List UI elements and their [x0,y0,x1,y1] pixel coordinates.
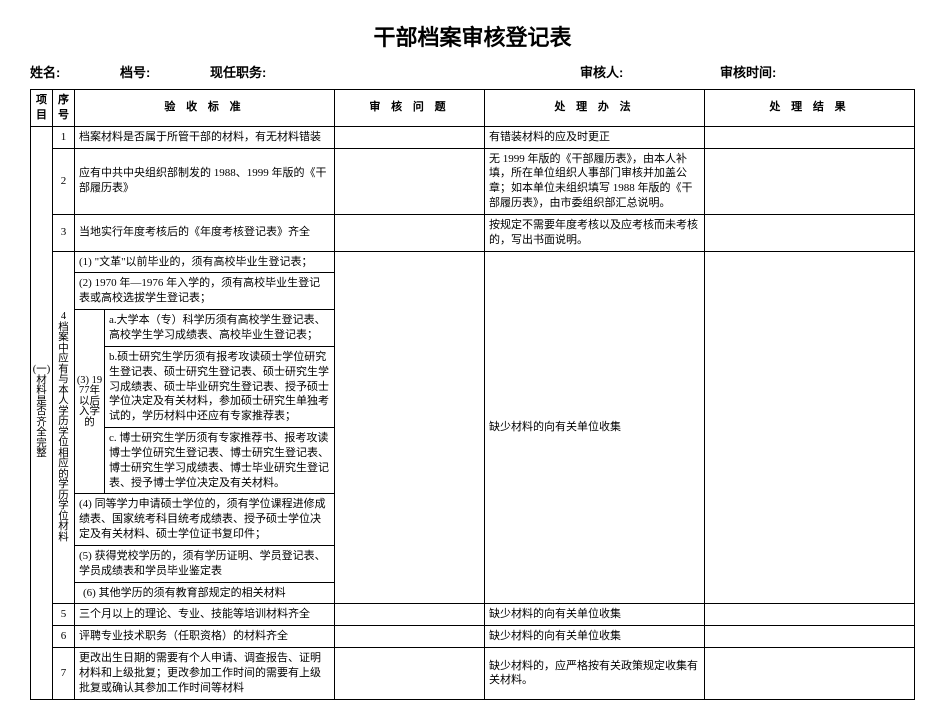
standard-cell: 档案材料是否属于所管干部的材料，有无材料错装 [75,126,335,148]
result-cell [705,626,915,648]
issue-cell [335,626,485,648]
result-cell [705,648,915,700]
table-row: 6 评聘专业技术职务（任职资格）的材料齐全 缺少材料的向有关单位收集 [31,626,915,648]
method-cell: 缺少材料的向有关单位收集 [485,604,705,626]
col-issue: 审 核 问 题 [335,90,485,127]
result-cell [705,148,915,214]
standard-cell: 更改出生日期的需要有个人申请、调查报告、证明材料和上级批复；更改参加工作时间的需… [75,648,335,700]
standard-cell: 当地实行年度考核后的《年度考核登记表》齐全 [75,214,335,251]
table-row: 3 当地实行年度考核后的《年度考核登记表》齐全 按规定不需要年度考核以及应考核而… [31,214,915,251]
table-header-row: 项目 序号 验 收 标 准 审 核 问 题 处 理 办 法 处 理 结 果 [31,90,915,127]
result-cell [705,126,915,148]
col-seq: 序号 [53,90,75,127]
result-cell [705,604,915,626]
standard-cell: (2) 1970 年—1976 年入学的，须有高校毕业生登记表或高校选拔学生登记… [75,273,335,310]
issue-cell [335,148,485,214]
col-result: 处 理 结 果 [705,90,915,127]
seq-cell: 3 [53,214,75,251]
issue-cell [335,251,485,604]
category-cell: (一)材料是否齐全完整 [31,126,53,699]
seq-cell: 6 [53,626,75,648]
standard-cell: (5) 获得党校学历的，须有学历证明、学员登记表、学员成绩表和学员毕业鉴定表 [75,545,335,582]
seq-cell: 5 [53,604,75,626]
issue-cell [335,126,485,148]
col-method: 处 理 办 法 [485,90,705,127]
method-cell: 有错装材料的应及时更正 [485,126,705,148]
standard-cell: a.大学本（专）科学历须有高校学生登记表、高校学生学习成绩表、高校毕业生登记表； [105,310,335,347]
result-cell [705,251,915,604]
method-cell: 缺少材料的向有关单位收集 [485,626,705,648]
table-row: (一)材料是否齐全完整 1 档案材料是否属于所管干部的材料，有无材料错装 有错装… [31,126,915,148]
table-row: 4 档案中应有与本人学历学位相应的学历学位材料 (1) "文革"以前毕业的，须有… [31,251,915,273]
result-cell [705,214,915,251]
method-cell: 缺少材料的向有关单位收集 [485,251,705,604]
table-row: 5 三个月以上的理论、专业、技能等培训材料齐全 缺少材料的向有关单位收集 [31,604,915,626]
standard-cell: 三个月以上的理论、专业、技能等培训材料齐全 [75,604,335,626]
method-cell: 无 1999 年版的《干部履历表》，由本人补填，所在单位组织人事部门审核并加盖公… [485,148,705,214]
sub3-label-cell: (3) 1977年以后入学的 [75,310,105,494]
label-zhiwu: 现任职务: [210,62,580,81]
standard-cell: (6) 其他学历的须有教育部规定的相关材料 [75,582,335,604]
audit-table: 项目 序号 验 收 标 准 审 核 问 题 处 理 办 法 处 理 结 果 (一… [30,89,915,700]
standard-cell: (4) 同等学力申请硕士学位的，须有学位课程进修成绩表、国家统考科目统考成绩表、… [75,494,335,546]
issue-cell [335,648,485,700]
label-name: 姓名: [30,62,120,81]
standard-cell: 应有中共中央组织部制发的 1988、1999 年版的《干部履历表》 [75,148,335,214]
method-cell: 按规定不需要年度考核以及应考核而未考核的，写出书面说明。 [485,214,705,251]
table-row: 2 应有中共中央组织部制发的 1988、1999 年版的《干部履历表》 无 19… [31,148,915,214]
table-row: 7 更改出生日期的需要有个人申请、调查报告、证明材料和上级批复；更改参加工作时间… [31,648,915,700]
method-cell: 缺少材料的，应严格按有关政策规定收集有关材料。 [485,648,705,700]
seq-label: 档案中应有与本人学历学位相应的学历学位材料 [58,322,69,543]
issue-cell [335,604,485,626]
label-time: 审核时间: [720,62,830,81]
seq-cell: 4 档案中应有与本人学历学位相应的学历学位材料 [53,251,75,604]
label-reviewer: 审核人: [580,62,720,81]
standard-cell: 评聘专业技术职务（任职资格）的材料齐全 [75,626,335,648]
seq-num: 4 [61,311,66,322]
standard-cell: c. 博士研究生学历须有专家推荐书、报考攻读博士学位研究生登记表、博士研究生登记… [105,428,335,494]
standard-cell: b.硕士研究生学历须有报考攻读硕士学位研究生登记表、硕士研究生登记表、硕士研究生… [105,346,335,427]
seq-cell: 1 [53,126,75,148]
form-header: 姓名: 档号: 现任职务: 审核人: 审核时间: [30,62,915,81]
col-standard: 验 收 标 准 [75,90,335,127]
seq-cell: 2 [53,148,75,214]
label-danghao: 档号: [120,62,210,81]
col-project: 项目 [31,90,53,127]
seq-cell: 7 [53,648,75,700]
page-title: 干部档案审核登记表 [30,20,915,52]
standard-cell: (1) "文革"以前毕业的，须有高校毕业生登记表； [75,251,335,273]
issue-cell [335,214,485,251]
